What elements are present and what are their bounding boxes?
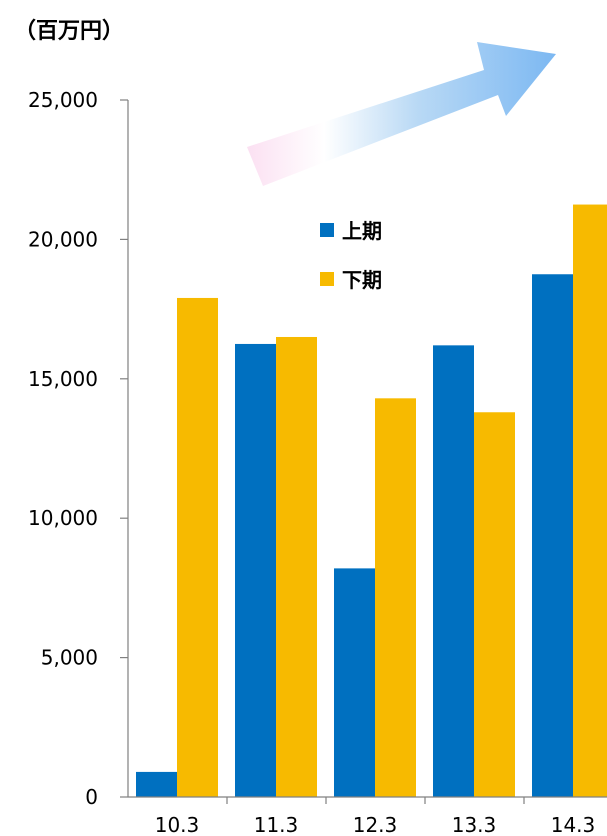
bar-series-0	[334, 568, 375, 797]
bar-series-1	[177, 297, 218, 797]
bar-series-0	[136, 771, 177, 797]
y-axis-ticks: 0 5,000 10,000 15,000 20,000 25,000	[28, 88, 128, 809]
bar-series-1	[573, 204, 607, 798]
legend-label-series-1: 下期	[342, 268, 382, 292]
x-tick-label: 10.3	[155, 813, 200, 836]
trend-arrow	[247, 42, 556, 186]
legend: 上期 下期	[320, 219, 382, 292]
bar-series	[136, 204, 607, 798]
x-tick-label: 14.3	[551, 813, 596, 836]
x-tick-label: 12.3	[353, 813, 398, 836]
bar-series-0	[532, 274, 573, 797]
trend-arrow-shape	[247, 42, 556, 186]
y-tick-label: 15,000	[28, 367, 98, 391]
y-tick-label: 25,000	[28, 88, 98, 112]
y-tick-label: 20,000	[28, 227, 98, 251]
x-tick-label: 13.3	[452, 813, 497, 836]
bar-series-1	[375, 398, 416, 797]
x-axis-ticks: 10.3 11.3 12.3 13.3 14.3	[155, 797, 596, 836]
legend-swatch-series-0	[320, 223, 334, 237]
bar-series-0	[433, 345, 474, 797]
y-tick-label: 0	[85, 785, 98, 809]
legend-label-series-0: 上期	[342, 219, 382, 243]
bar-series-1	[474, 412, 515, 797]
bar-series-1	[276, 336, 317, 797]
y-tick-label: 10,000	[28, 506, 98, 530]
bar-series-0	[235, 343, 276, 797]
x-tick-label: 11.3	[254, 813, 299, 836]
legend-swatch-series-1	[320, 272, 334, 286]
y-tick-label: 5,000	[41, 646, 98, 670]
y-axis-unit-label: （百万円）	[14, 19, 124, 44]
